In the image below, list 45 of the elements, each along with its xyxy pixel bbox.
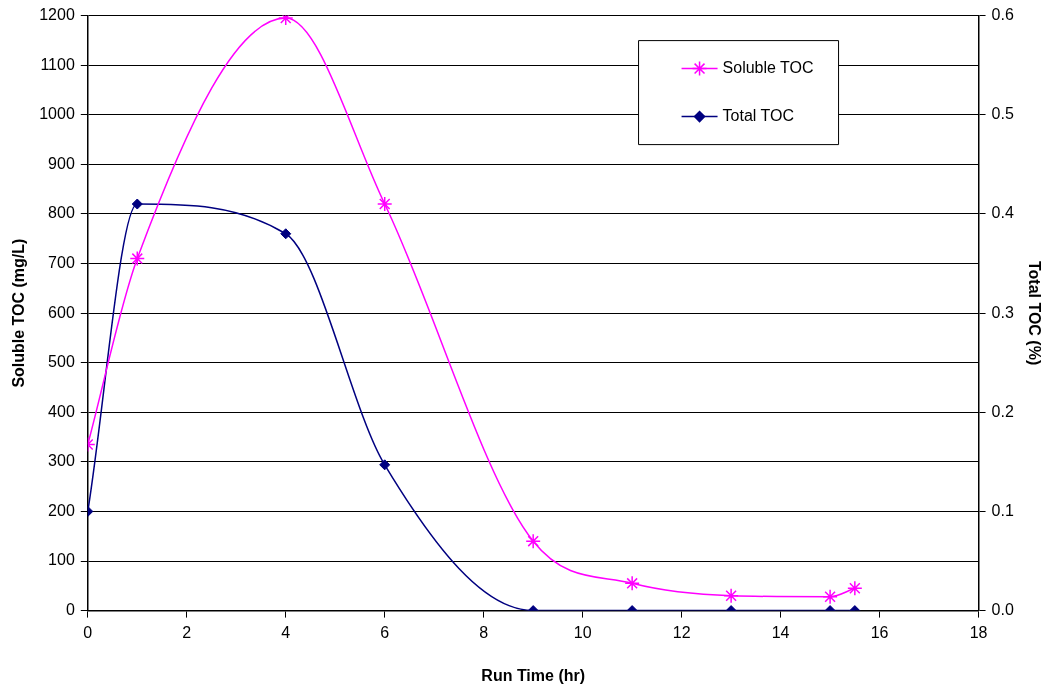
y2-tick-label: 0.0 [991, 601, 1014, 619]
y2-tick-label: 0.4 [991, 204, 1014, 222]
point [379, 459, 391, 471]
x-tick-label: 2 [182, 623, 192, 641]
point [376, 196, 393, 212]
x-tick-label: 10 [573, 623, 592, 641]
y-tick-label: 600 [48, 303, 75, 321]
x-axis-title: Run Time (hr) [481, 666, 586, 684]
y-tick-label: 500 [48, 353, 75, 371]
point [624, 575, 640, 592]
point [280, 228, 292, 240]
y2-tick-label: 0.1 [991, 501, 1014, 519]
x-tick-label: 12 [672, 623, 691, 641]
y-tick-label: 400 [48, 402, 75, 420]
y2-tick-label: 0.2 [991, 402, 1014, 420]
x-tick-label: 6 [380, 623, 390, 641]
x-tick-label: 14 [771, 623, 790, 641]
y-axis-title: Soluble TOC (mg/L) [10, 238, 28, 388]
point [129, 250, 146, 267]
point [525, 533, 541, 549]
y-tick-label: 200 [48, 501, 75, 519]
y2-axis-title: Total TOC (%) [1025, 260, 1043, 366]
y-tick-label: 1200 [39, 6, 75, 24]
point [847, 580, 863, 597]
legend-label: Soluble TOC [722, 59, 814, 77]
point [131, 198, 143, 210]
y-tick-label: 1000 [39, 105, 75, 123]
y2-tick-label: 0.6 [991, 6, 1014, 24]
y-tick-label: 800 [48, 204, 75, 222]
x-tick-label: 0 [83, 623, 93, 641]
x-tick-label: 18 [969, 623, 988, 641]
legend-label: Total TOC [722, 107, 794, 125]
x-tick-label: 4 [281, 623, 291, 641]
y-tick-label: 1100 [40, 55, 75, 73]
point [822, 588, 838, 605]
point [723, 587, 739, 604]
y2-tick-label: 0.3 [991, 303, 1014, 321]
x-tick-label: 16 [870, 623, 889, 641]
x-tick-label: 8 [479, 623, 489, 641]
y-tick-label: 0 [65, 601, 75, 619]
y-tick-label: 300 [48, 452, 75, 470]
y-tick-label: 700 [48, 253, 75, 271]
y-tick-label: 100 [48, 551, 75, 569]
y2-tick-label: 0.5 [991, 105, 1014, 123]
y-tick-label: 900 [48, 154, 75, 172]
